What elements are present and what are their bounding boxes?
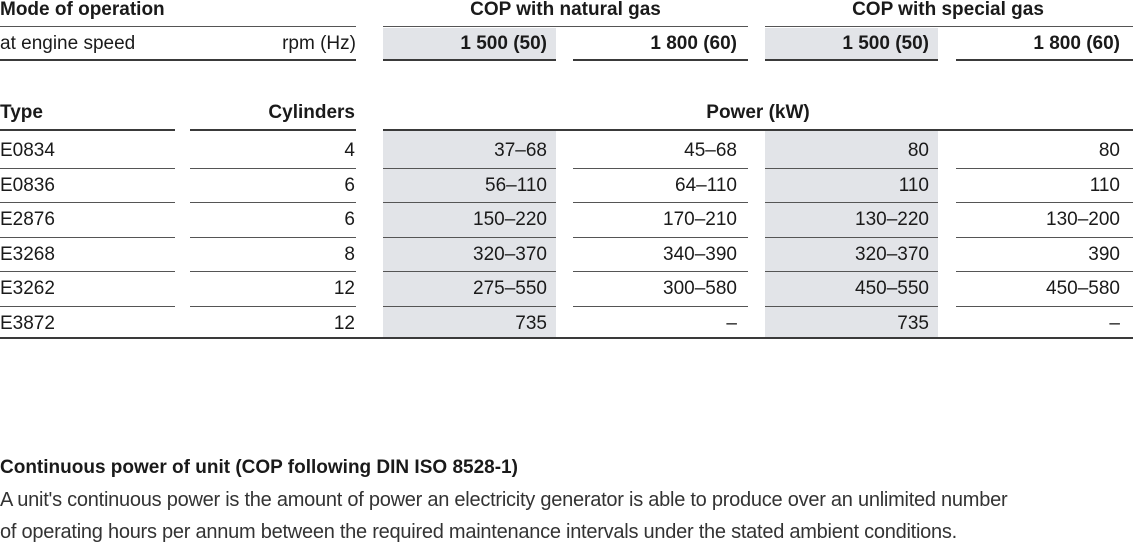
row-divider [190, 168, 356, 169]
row-power-natural-1800: 170–210 [663, 209, 737, 230]
speed-row-rule-4 [956, 59, 1133, 61]
column-header-rule-cylinders [190, 129, 356, 131]
row-divider [765, 202, 938, 203]
row-divider [956, 168, 1133, 169]
speed-natural-1500: 1 500 (50) [460, 33, 547, 54]
mode-of-operation-label: Mode of operation [0, 0, 165, 20]
row-power-special-1800: 450–580 [1046, 278, 1120, 299]
row-divider [190, 271, 356, 272]
row-type: E3262 [0, 278, 55, 299]
row-power-special-1500: 130–220 [855, 209, 929, 230]
row-divider [956, 271, 1133, 272]
row-divider [0, 202, 175, 203]
row-power-natural-1500: 735 [515, 313, 547, 334]
row-power-natural-1800: 64–110 [675, 175, 737, 196]
row-divider [383, 237, 556, 238]
header-divider-natural [383, 26, 748, 27]
row-divider [573, 237, 748, 238]
row-power-natural-1800: 300–580 [663, 278, 737, 299]
row-power-special-1500: 110 [898, 175, 929, 196]
row-divider [956, 202, 1133, 203]
row-divider [0, 271, 175, 272]
row-divider [383, 202, 556, 203]
row-divider [383, 271, 556, 272]
header-divider-special [765, 26, 1133, 27]
speed-special-1500: 1 500 (50) [842, 33, 929, 54]
shade-body-special-1500 [765, 131, 938, 339]
speed-row-rule-left [0, 59, 356, 61]
row-divider [765, 271, 938, 272]
column-header-rule-type [0, 129, 175, 131]
row-power-natural-1800: 45–68 [684, 140, 737, 161]
row-power-natural-1500: 320–370 [473, 244, 547, 265]
engine-speed-label: at engine speed [0, 33, 136, 54]
rpm-unit-label: rpm (Hz) [282, 33, 356, 54]
row-power-special-1800: 80 [1098, 140, 1120, 161]
shade-body-natural-1500 [383, 131, 556, 339]
row-divider [573, 202, 748, 203]
row-power-natural-1500: 56–110 [485, 175, 547, 196]
cop-note-body-line-1: A unit's continuous power is the amount … [0, 489, 1008, 511]
shade-speed-row-special-1500 [765, 28, 938, 59]
power-column-header: Power (kW) [706, 102, 810, 123]
speed-special-1800: 1 800 (60) [1033, 33, 1120, 54]
row-power-special-1500: 320–370 [855, 244, 929, 265]
row-divider [383, 168, 556, 169]
speed-row-rule-3 [765, 59, 938, 61]
row-divider [765, 237, 938, 238]
row-power-natural-1800: 340–390 [663, 244, 737, 265]
row-power-natural-1500: 275–550 [473, 278, 547, 299]
cop-note-body-line-2: of operating hours per annum between the… [0, 521, 957, 543]
row-type: E0836 [0, 175, 55, 196]
row-type: E3872 [0, 313, 55, 334]
speed-row-rule-2 [573, 59, 748, 61]
row-divider [0, 237, 175, 238]
header-divider-left [0, 26, 356, 27]
row-power-special-1800: 390 [1088, 244, 1120, 265]
row-divider [573, 271, 748, 272]
row-divider [190, 237, 356, 238]
row-power-special-1500: 735 [897, 313, 929, 334]
row-cylinders: 6 [344, 175, 355, 196]
row-power-special-1500: 80 [907, 140, 929, 161]
row-divider [956, 306, 1133, 307]
row-power-natural-1500: 150–220 [473, 209, 547, 230]
row-divider [765, 306, 938, 307]
row-divider [383, 306, 556, 307]
row-divider [573, 306, 748, 307]
row-power-special-1800: 130–200 [1046, 209, 1120, 230]
row-cylinders: 4 [344, 140, 355, 161]
row-power-special-1500: 450–550 [855, 278, 929, 299]
row-divider [190, 202, 356, 203]
cop-special-gas-header: COP with special gas [852, 0, 1044, 20]
row-power-special-1800: 110 [1089, 175, 1120, 196]
row-cylinders: 6 [344, 209, 355, 230]
shade-speed-row-natural-1500 [383, 28, 556, 59]
row-type: E2876 [0, 209, 55, 230]
row-divider [765, 168, 938, 169]
cop-natural-gas-header: COP with natural gas [470, 0, 661, 20]
type-column-header: Type [0, 102, 43, 123]
cop-note-title: Continuous power of unit (COP following … [0, 457, 518, 478]
row-cylinders: 12 [333, 313, 355, 334]
row-divider [0, 306, 175, 307]
row-power-natural-1800: – [726, 313, 737, 334]
column-header-rule-power [383, 129, 1133, 131]
speed-row-rule-1 [383, 59, 556, 61]
row-cylinders: 8 [344, 244, 355, 265]
speed-natural-1800: 1 800 (60) [650, 33, 737, 54]
row-power-natural-1500: 37–68 [494, 140, 547, 161]
cylinders-column-header: Cylinders [268, 102, 355, 123]
row-cylinders: 12 [333, 278, 355, 299]
row-divider [573, 168, 748, 169]
row-divider [190, 306, 356, 307]
row-type: E3268 [0, 244, 55, 265]
table-bottom-rule [0, 337, 1133, 339]
row-power-special-1800: – [1109, 313, 1120, 334]
row-divider [0, 168, 175, 169]
row-type: E0834 [0, 140, 55, 161]
row-divider [956, 237, 1133, 238]
